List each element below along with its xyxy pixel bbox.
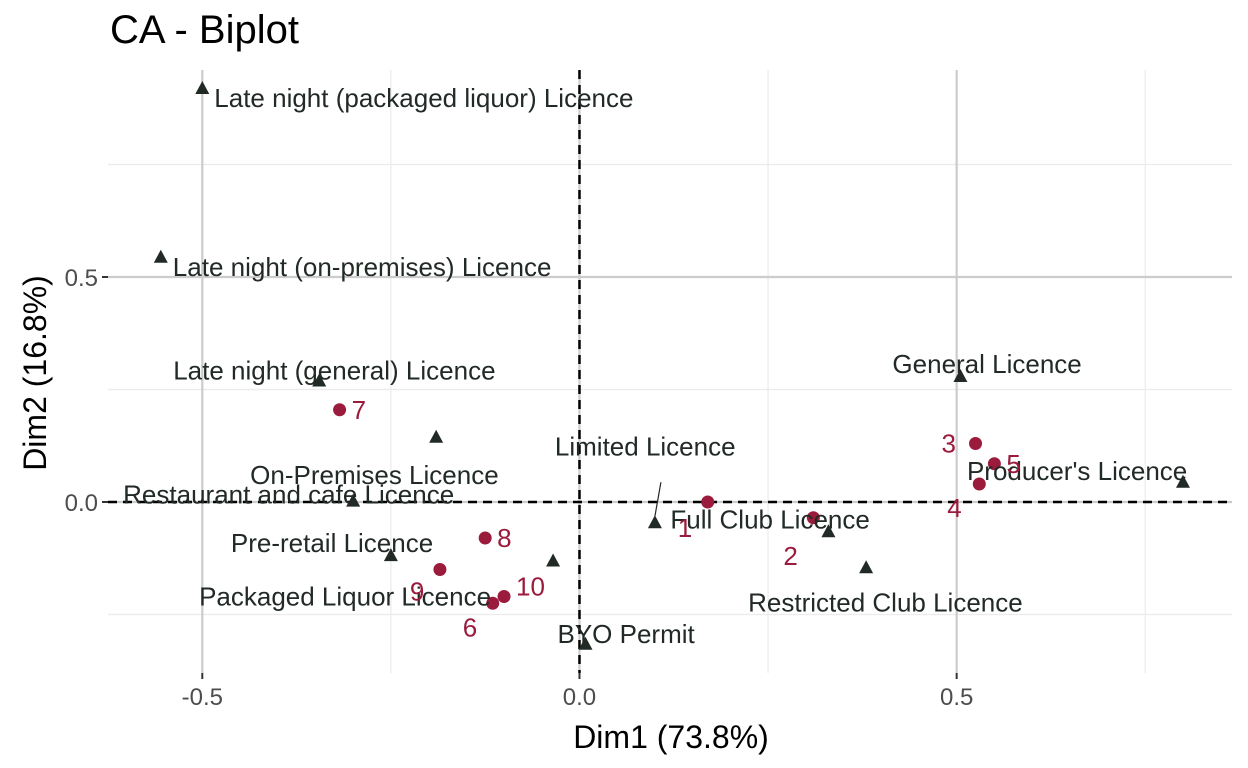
column-point-label: BYO Permit xyxy=(558,619,696,649)
row-point-marker xyxy=(701,495,715,509)
column-point-label: Pre-retail Licence xyxy=(231,528,433,558)
x-tick-label: 0.5 xyxy=(940,684,973,711)
row-point-label: 6 xyxy=(463,612,477,642)
column-point-marker xyxy=(312,373,327,387)
column-point-label: Late night (general) Licence xyxy=(173,356,495,386)
row-point-label: 1 xyxy=(678,513,692,543)
column-point-label: Full Club Licence xyxy=(670,504,869,534)
axis-ticks: -0.5 0.0 0.5 0.0 0.5 xyxy=(65,265,974,711)
column-point-marker xyxy=(429,429,444,443)
row-point-marker xyxy=(478,531,492,545)
column-point-marker xyxy=(383,548,398,562)
y-tick-label: 0.5 xyxy=(65,265,98,292)
row-point-label: 8 xyxy=(497,523,511,553)
row-point-marker xyxy=(433,563,447,576)
column-point-marker xyxy=(1175,474,1190,488)
column-point-label: On-Premises Licence xyxy=(250,460,499,490)
column-point-marker xyxy=(346,493,361,507)
row-point-label: 2 xyxy=(783,541,797,571)
data-marks xyxy=(153,81,1190,650)
column-point-marker xyxy=(195,81,210,94)
row-point-marker xyxy=(806,511,820,525)
label-leader-line xyxy=(654,482,662,517)
column-point-label: Restaurant and cafe Licence xyxy=(123,480,454,510)
row-point-label: 9 xyxy=(410,577,424,607)
data-labels: Late night (packaged liquor) Licence Late… xyxy=(123,83,1187,649)
column-point-label: Restricted Club Licence xyxy=(748,587,1023,617)
reference-lines xyxy=(108,70,1232,673)
row-point-label: 10 xyxy=(516,572,545,602)
row-point-label: 3 xyxy=(942,429,956,459)
column-point-label: Producer's Licence xyxy=(967,456,1187,486)
y-axis-title: Dim2 (16.8%) xyxy=(17,275,53,471)
column-point-marker xyxy=(578,636,593,650)
column-point-label: General Licence xyxy=(892,349,1081,379)
row-point-marker xyxy=(987,457,1001,471)
row-point-label: 5 xyxy=(1006,449,1020,479)
row-point-marker xyxy=(969,437,983,450)
column-point-marker xyxy=(821,524,836,538)
row-point-label: 7 xyxy=(352,395,366,425)
column-point-marker xyxy=(647,515,662,529)
column-point-label: Late night (on-premises) Licence xyxy=(173,252,552,282)
row-point-label: 4 xyxy=(947,493,961,523)
minor-gridlines xyxy=(108,70,1232,673)
y-tick-label: 0.0 xyxy=(65,490,98,517)
row-point-marker xyxy=(497,590,511,603)
column-point-marker xyxy=(153,249,168,263)
x-tick-label: -0.5 xyxy=(182,684,223,711)
column-point-label: Late night (packaged liquor) Licence xyxy=(214,83,633,113)
chart-title: CA - Biplot xyxy=(110,8,299,52)
x-tick-label: 0.0 xyxy=(563,684,596,711)
column-point-marker xyxy=(859,560,874,574)
column-point-marker xyxy=(546,553,561,567)
column-point-label: Limited Licence xyxy=(555,431,736,461)
row-point-marker xyxy=(333,403,347,417)
row-point-marker xyxy=(972,477,986,491)
row-point-marker xyxy=(486,596,500,610)
column-point-label: Packaged Liquor Licence xyxy=(199,582,491,612)
x-axis-title: Dim1 (73.8%) xyxy=(573,719,769,755)
column-point-marker xyxy=(953,369,968,382)
